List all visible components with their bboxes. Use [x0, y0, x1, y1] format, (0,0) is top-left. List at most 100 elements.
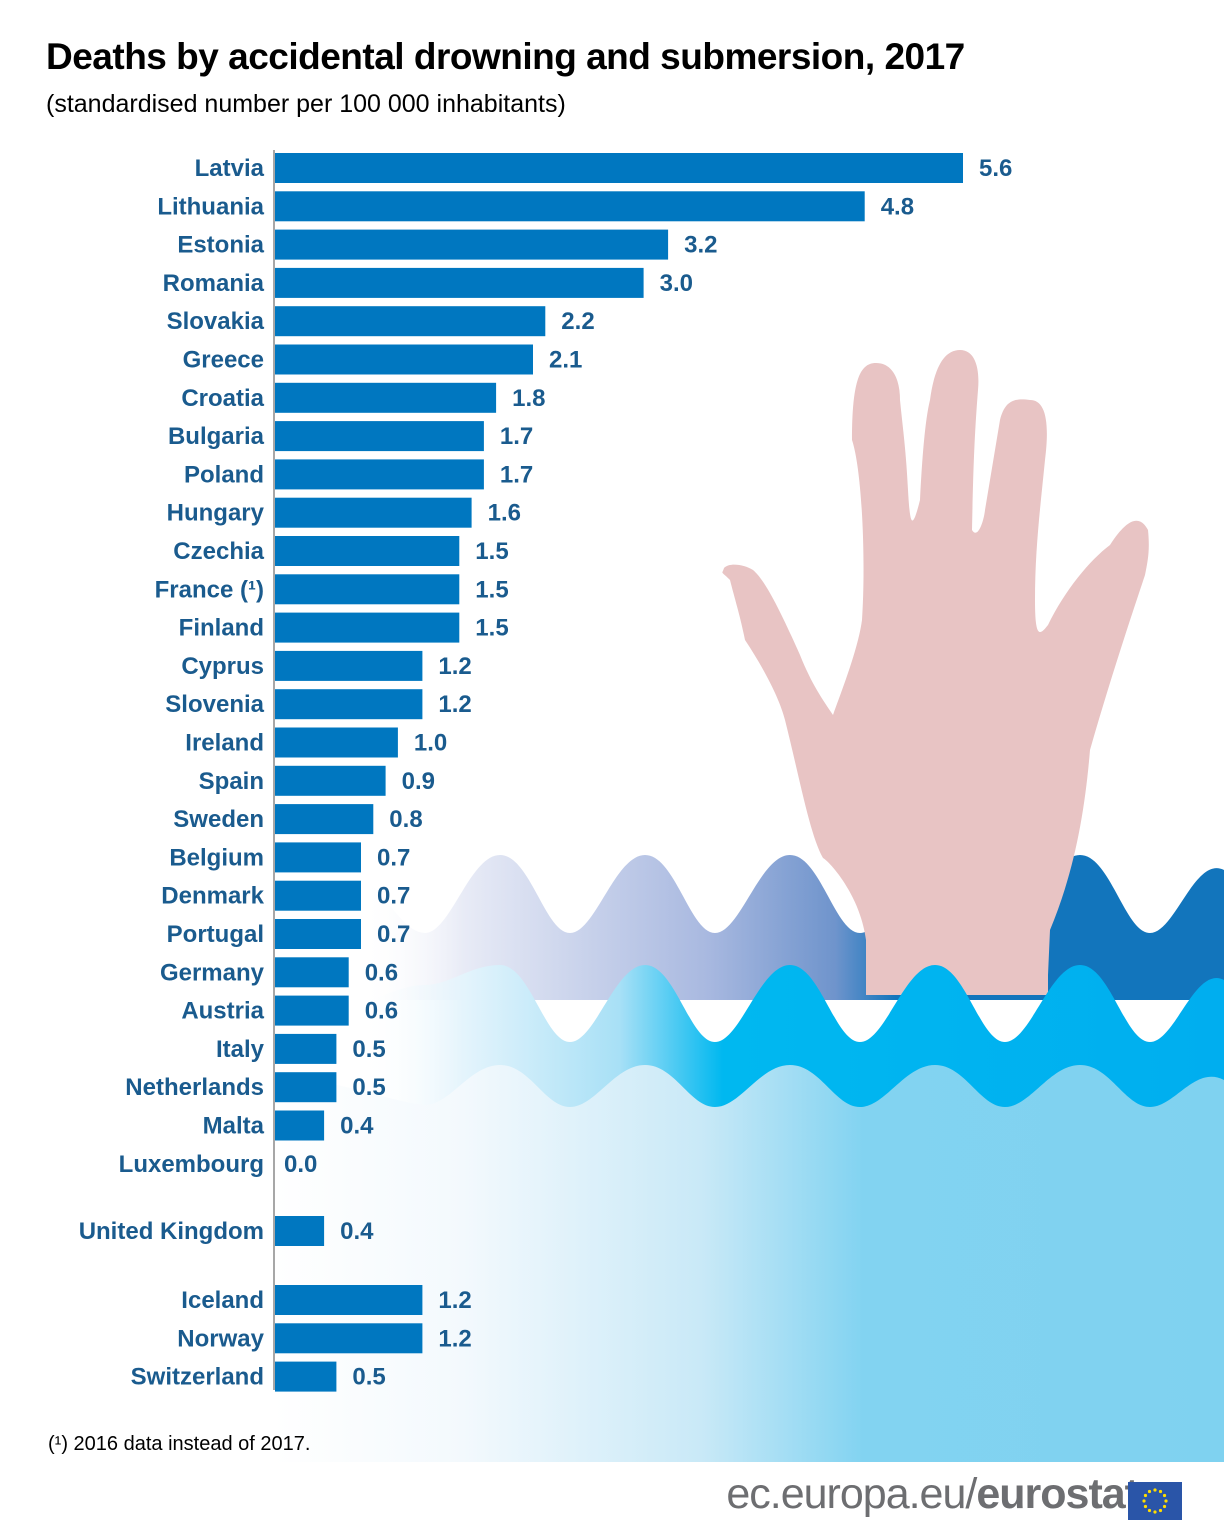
- wave-light: [274, 1065, 1224, 1462]
- bar: [275, 650, 423, 681]
- category-label: Belgium: [169, 844, 264, 871]
- value-label: 1.0: [414, 730, 447, 757]
- eu-flag-icon: [1128, 1482, 1182, 1520]
- category-label: Netherlands: [125, 1074, 264, 1101]
- bar: [275, 421, 484, 452]
- category-label: Slovakia: [167, 308, 265, 335]
- value-label: 0.5: [352, 1036, 385, 1063]
- star-icon: [1158, 1489, 1163, 1494]
- bar: [275, 919, 361, 949]
- bar: [275, 1110, 325, 1141]
- bar: [275, 1072, 337, 1103]
- value-label: 1.2: [438, 1287, 471, 1314]
- value-label: 1.5: [475, 538, 508, 565]
- star-icon: [1158, 1508, 1163, 1513]
- bar: [275, 957, 349, 988]
- value-label: 0.5: [352, 1074, 385, 1101]
- category-label: Luxembourg: [119, 1151, 264, 1178]
- category-label: Latvia: [195, 155, 265, 182]
- bar: [275, 306, 546, 337]
- value-label: 0.4: [340, 1113, 374, 1140]
- bar: [275, 574, 460, 605]
- category-label: Slovenia: [165, 691, 264, 718]
- bar: [275, 880, 361, 911]
- bar: [275, 689, 423, 720]
- category-label: Bulgaria: [168, 423, 265, 450]
- category-label: United Kingdom: [79, 1218, 264, 1245]
- star-icon: [1153, 1510, 1157, 1514]
- category-label: Hungary: [167, 500, 265, 527]
- chart-title: Deaths by accidental drowning and submer…: [46, 36, 965, 77]
- value-label: 3.2: [684, 232, 717, 259]
- raised-hand-icon: [722, 350, 1149, 995]
- chart-subtitle: (standardised number per 100 000 inhabit…: [46, 90, 566, 118]
- footnote: (¹) 2016 data instead of 2017.: [48, 1433, 311, 1455]
- value-label: 0.8: [389, 806, 422, 833]
- category-label: Portugal: [167, 921, 264, 948]
- bar: [275, 612, 460, 643]
- category-label: Finland: [179, 615, 264, 642]
- wave-mid: [360, 965, 1224, 1110]
- value-label: 0.7: [377, 883, 410, 910]
- category-label: Denmark: [161, 883, 264, 910]
- bar: [275, 727, 398, 758]
- bar: [275, 459, 484, 490]
- category-label: Ireland: [185, 730, 264, 757]
- bar: [275, 765, 386, 796]
- value-label: 4.8: [881, 193, 914, 220]
- category-label: Lithuania: [157, 193, 264, 220]
- bar: [275, 267, 644, 298]
- value-label: 1.7: [500, 423, 533, 450]
- bar: [275, 1033, 337, 1064]
- bar: [275, 536, 460, 566]
- category-label: Switzerland: [131, 1364, 264, 1391]
- category-label: Cyprus: [181, 653, 264, 680]
- bar: [275, 995, 349, 1026]
- category-label: Czechia: [173, 538, 264, 565]
- category-label: Austria: [181, 998, 264, 1025]
- bar: [275, 153, 963, 183]
- category-label: Iceland: [181, 1287, 264, 1314]
- bar: [275, 191, 865, 222]
- bar: [275, 1285, 423, 1315]
- value-label: 0.6: [365, 959, 398, 986]
- value-label: 1.2: [438, 691, 471, 718]
- star-icon: [1143, 1493, 1148, 1498]
- source-url: ec.europa.eu/eurostat: [726, 1470, 1139, 1519]
- category-label: Malta: [203, 1113, 265, 1140]
- value-label: 1.5: [475, 615, 508, 642]
- value-label: 0.4: [340, 1218, 374, 1245]
- category-label: Romania: [163, 270, 265, 297]
- star-icon: [1143, 1504, 1148, 1509]
- value-label: 3.0: [660, 270, 693, 297]
- value-label: 0.7: [377, 844, 410, 871]
- star-icon: [1162, 1504, 1167, 1509]
- category-label: Italy: [216, 1036, 265, 1063]
- category-label: Norway: [177, 1325, 264, 1352]
- bar: [275, 1361, 337, 1392]
- bar: [275, 842, 361, 873]
- value-label: 5.6: [979, 155, 1012, 182]
- value-label: 1.6: [488, 500, 521, 527]
- star-icon: [1147, 1508, 1152, 1513]
- value-label: 0.0: [284, 1151, 317, 1178]
- category-label: Sweden: [173, 806, 264, 833]
- star-icon: [1147, 1489, 1152, 1494]
- category-label: Greece: [183, 347, 264, 374]
- star-icon: [1153, 1488, 1157, 1492]
- bar: [275, 344, 533, 375]
- value-label: 1.8: [512, 385, 545, 412]
- star-icon: [1142, 1499, 1146, 1503]
- bar: [275, 1323, 423, 1354]
- category-label: Spain: [199, 768, 264, 795]
- value-label: 0.7: [377, 921, 410, 948]
- value-label: 1.2: [438, 1325, 471, 1352]
- category-label: Poland: [184, 461, 264, 488]
- bar: [275, 229, 669, 260]
- value-label: 0.9: [402, 768, 435, 795]
- value-label: 0.5: [352, 1364, 385, 1391]
- bar: [275, 1216, 325, 1246]
- value-label: 2.2: [561, 308, 594, 335]
